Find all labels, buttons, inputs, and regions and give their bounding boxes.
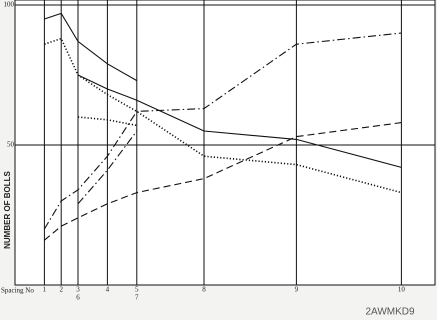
x-tick-label: 6 (76, 294, 80, 302)
y-tick-label: 100 (4, 1, 15, 9)
plot-frame (14, 0, 436, 286)
watermark: 2AWMKD9 (365, 307, 415, 318)
x-tick-label: 9 (295, 286, 299, 294)
series-line (44, 12, 138, 82)
x-tick-label: 4 (106, 286, 110, 294)
y-axis-label: NUMBER OF BOLLS (3, 170, 12, 248)
series-line (77, 116, 137, 127)
x-tick-label: 2 (59, 286, 63, 294)
series-line (44, 122, 402, 241)
x-tick-label: 1 (43, 286, 47, 294)
x-tick-label: 3 (76, 286, 80, 294)
x-axis-label: Spacing No (1, 287, 34, 295)
x-tick-label: 5 (135, 286, 139, 294)
y-tick-label: 50 (7, 141, 15, 149)
series-line (43, 32, 402, 230)
series-line (44, 37, 402, 194)
series-line (77, 74, 402, 168)
x-tick-label: 8 (202, 286, 206, 294)
x-tick-label: 7 (135, 294, 139, 302)
x-tick-label: 10 (398, 286, 406, 294)
